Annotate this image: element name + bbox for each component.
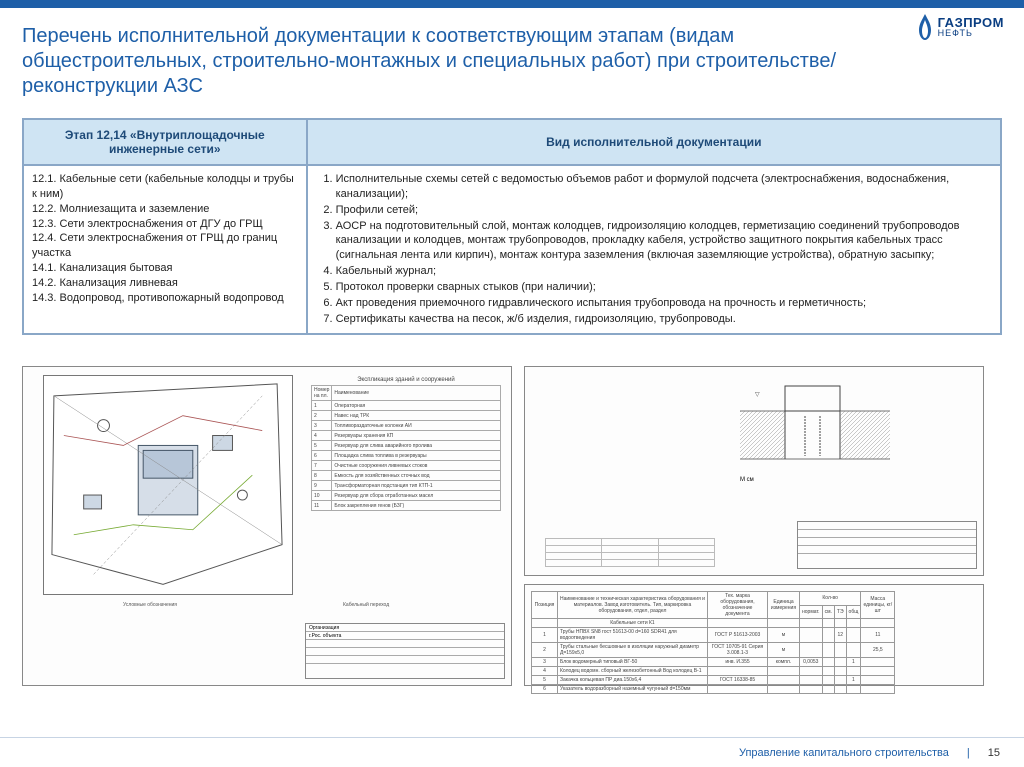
spec-row: 3Блок водомерный типовый ВГ-50инв. И.355… [532,658,895,667]
explication-table: Номер на пл.Наименование 1Операторная 2Н… [311,385,501,511]
exp-row: Резервуары хранения КП [332,431,501,441]
footer-page: 15 [988,747,1000,759]
sh: Позиция [532,592,558,619]
stage-item: 12.1. Кабельные сети (кабельные колодцы … [32,172,298,202]
spec-row: 2Трубы стальные бесшовные в изоляции нар… [532,643,895,658]
sh: Тех. марка оборудования, обозначение док… [708,592,768,619]
doc-item: Исполнительные схемы сетей с ведомостью … [336,172,992,202]
sh: Кол-во [800,592,861,606]
doc-item: Профили сетей; [336,203,992,218]
logo-sub: НЕФТЬ [938,29,1004,38]
exp-row: Резервуар для сбора отработанных масел [332,491,501,501]
site-plan-svg [44,376,292,594]
brand-logo: ГАЗПРОМ НЕФТЬ [916,14,1004,40]
stage-item: 12.4. Сети электроснабжения от ГРЩ до гр… [32,231,298,261]
stage-cell: 12.1. Кабельные сети (кабельные колодцы … [23,165,307,334]
drawing-section: ▽ М см [524,366,984,576]
exp-row: Навес над ТРК [332,411,501,421]
footer-sep: | [967,747,970,759]
exp-row: Очистные сооружения ливневых стоков [332,461,501,471]
spec-table: Позиция Наименование и техническая харак… [531,591,895,694]
sh2: см. [822,605,834,619]
plan-frame [43,375,293,595]
title-block: Организация г.Рос. объекта [305,623,505,679]
doc-item: Кабельный журнал; [336,264,992,279]
doc-item: АОСР на подготовительный слой, монтаж ко… [336,219,992,264]
scale-label: М см [740,477,754,483]
stage-item: 14.2. Канализация ливневая [32,276,298,291]
spec-title-row: Кабельные сети К1 [558,619,708,628]
doc-table: Этап 12,14 «Внутриплощадочные инженерные… [22,118,1002,335]
legend-label: Условные обозначения [123,602,177,608]
title-block-2 [797,521,977,569]
header-bar [0,0,1024,8]
stage-item: 12.2. Молниезащита и заземление [32,202,298,217]
dc2-mini-table [545,538,715,567]
page-title: Перечень исполнительной документации к с… [22,24,854,99]
doc-item: Протокол проверки сварных стыков (при на… [336,280,992,295]
spec-row: 1Трубы НПВХ SN8 гост 51613-00 d=160 SDR4… [532,628,895,643]
section-svg: ▽ [735,381,895,471]
sh: Единица измерения [768,592,800,619]
tb-proj: г.Рос. объекта [306,632,504,640]
drawings-row: Условные обозначения Кабельный переход Э… [22,366,1002,721]
stage-item: 14.3. Водопровод, противопожарный водопр… [32,291,298,306]
sh: Масса единицы, кг/шт [861,592,895,619]
doc-item: Сертификаты качества на песок, ж/б издел… [336,312,992,327]
svg-text:▽: ▽ [755,392,760,398]
drawing-spec: Позиция Наименование и техническая харак… [524,584,984,686]
th-stage: Этап 12,14 «Внутриплощадочные инженерные… [23,119,307,165]
exp-row: Резервуар для слива аварийного пролива [332,441,501,451]
spec-row: 6Указатель водоразборный наземный чугунн… [532,685,895,694]
sh2: ТЭ [834,605,846,619]
exp-row: Топливораздаточные колонки АИ [332,421,501,431]
exp-row: Площадка слива топлива в резервуары [332,451,501,461]
footer: Управление капитального строительства | … [0,737,1024,767]
exp-row: Трансформаторная подстанция тип КТП-1 [332,481,501,491]
stage-item: 12.3. Сети электроснабжения от ДГУ до ГР… [32,217,298,232]
exp-head-num: Номер на пл. [312,386,332,401]
exp-row: Емкость для хозяйственных сточных вод [332,471,501,481]
explication-title: Экспликация зданий и сооружений [311,377,501,383]
sh: Наименование и техническая характеристик… [558,592,708,619]
stage-item: 14.1. Канализация бытовая [32,261,298,276]
spec-row: 4Колодец водомн. сборный железобетонный … [532,667,895,676]
explication-block: Экспликация зданий и сооружений Номер на… [311,377,501,511]
tb-org: Организация [306,624,504,632]
exp-row: Блок закрепления генов (БЗГ) [332,501,501,511]
footer-dept: Управление капитального строительства [739,747,949,759]
exp-head-name: Наименование [332,386,501,401]
flame-icon [916,14,934,40]
spec-row: 5Закачка кольцевая ПР диа.150х6,4ГОСТ 16… [532,676,895,685]
sh2: общ [846,605,861,619]
sh2: нормат. [800,605,823,619]
th-doc-type: Вид исполнительной документации [307,119,1001,165]
doc-cell: Исполнительные схемы сетей с ведомостью … [307,165,1001,334]
doc-item: Акт проведения приемочного гидравлическо… [336,296,992,311]
exp-row: Операторная [332,401,501,411]
section-label: Кабельный переход [343,602,389,608]
drawing-site-plan: Условные обозначения Кабельный переход Э… [22,366,512,686]
